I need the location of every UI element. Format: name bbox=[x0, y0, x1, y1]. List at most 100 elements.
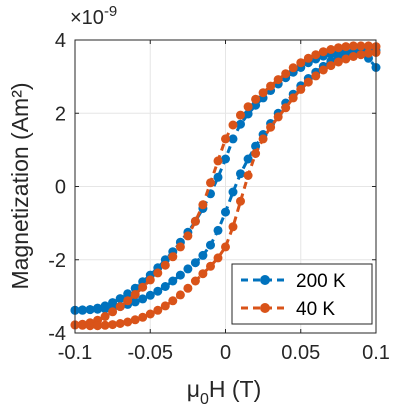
data-point-40k bbox=[258, 88, 268, 98]
exponent-power: -9 bbox=[104, 3, 117, 20]
data-point-40k bbox=[266, 81, 276, 91]
data-point-200k bbox=[236, 119, 245, 129]
data-point-200k bbox=[153, 286, 163, 296]
data-point-40k bbox=[175, 290, 185, 300]
data-point-40k bbox=[206, 261, 215, 271]
data-point-40k bbox=[198, 200, 208, 210]
data-point-40k bbox=[364, 41, 373, 51]
data-point-40k bbox=[348, 41, 358, 51]
data-point-40k bbox=[311, 50, 321, 60]
data-point-40k bbox=[123, 317, 133, 327]
exponent-label: ×10-9 bbox=[70, 3, 117, 29]
data-point-200k bbox=[93, 304, 103, 314]
data-point-40k bbox=[213, 253, 223, 263]
data-point-40k bbox=[145, 275, 155, 285]
data-point-40k bbox=[138, 312, 148, 322]
data-point-40k bbox=[100, 320, 110, 330]
data-point-40k bbox=[93, 321, 103, 331]
legend-marker-200k bbox=[260, 275, 270, 285]
y-tick-label: -2 bbox=[48, 250, 66, 272]
data-point-40k bbox=[341, 54, 351, 64]
data-point-200k bbox=[123, 289, 133, 299]
data-point-200k bbox=[190, 258, 200, 268]
data-point-40k bbox=[168, 296, 178, 306]
data-point-40k bbox=[115, 319, 125, 328]
data-point-40k bbox=[288, 93, 298, 103]
data-point-200k bbox=[221, 207, 230, 217]
data-point-40k bbox=[296, 84, 306, 94]
data-point-40k bbox=[243, 171, 253, 180]
data-point-40k bbox=[228, 120, 238, 130]
data-point-40k bbox=[123, 296, 133, 306]
data-point-40k bbox=[333, 57, 343, 67]
series-40k bbox=[70, 41, 381, 331]
data-point-40k bbox=[221, 242, 230, 252]
data-point-40k bbox=[273, 112, 283, 122]
data-point-40k bbox=[348, 52, 358, 61]
data-point-40k bbox=[303, 77, 313, 87]
data-point-40k bbox=[303, 53, 313, 63]
legend-marker-40k bbox=[260, 303, 270, 313]
data-point-40k bbox=[100, 312, 110, 321]
data-point-200k bbox=[78, 305, 87, 315]
data-point-40k bbox=[281, 103, 291, 113]
data-point-40k bbox=[145, 309, 155, 319]
data-point-40k bbox=[243, 102, 253, 112]
data-point-40k bbox=[168, 252, 178, 262]
data-point-40k bbox=[318, 65, 328, 75]
data-point-40k bbox=[78, 320, 87, 330]
data-point-200k bbox=[206, 240, 215, 250]
legend-box bbox=[231, 263, 373, 325]
data-point-40k bbox=[108, 307, 118, 317]
data-point-40k bbox=[236, 196, 245, 206]
y-tick-label: 2 bbox=[55, 103, 66, 125]
data-point-40k bbox=[266, 122, 276, 132]
data-point-200k bbox=[228, 187, 238, 197]
data-point-200k bbox=[100, 304, 110, 314]
data-point-200k bbox=[243, 109, 253, 119]
data-point-40k bbox=[273, 75, 283, 85]
x-tick-label: 0.05 bbox=[281, 342, 320, 364]
data-point-200k bbox=[228, 134, 238, 144]
data-point-200k bbox=[160, 282, 170, 291]
data-point-40k bbox=[108, 320, 118, 330]
legend: 200 K 40 K bbox=[231, 263, 373, 325]
data-point-40k bbox=[251, 149, 261, 158]
x-tick-label: 0.1 bbox=[362, 342, 390, 364]
x-tick-label: 0 bbox=[220, 342, 231, 364]
y-tick-label: 4 bbox=[55, 30, 66, 52]
data-point-40k bbox=[130, 290, 140, 299]
data-point-200k bbox=[243, 154, 253, 164]
data-point-40k bbox=[160, 260, 170, 270]
data-point-200k bbox=[213, 225, 223, 235]
data-point-40k bbox=[341, 42, 351, 52]
data-point-40k bbox=[356, 41, 366, 51]
data-point-40k bbox=[115, 302, 125, 312]
data-point-40k bbox=[311, 71, 321, 81]
data-point-200k bbox=[145, 290, 155, 300]
data-point-40k bbox=[130, 315, 140, 325]
data-point-200k bbox=[213, 172, 223, 182]
data-point-200k bbox=[85, 305, 95, 315]
data-point-40k bbox=[258, 134, 268, 144]
data-point-40k bbox=[175, 242, 185, 252]
data-point-40k bbox=[364, 48, 373, 58]
data-point-40k bbox=[281, 69, 291, 79]
data-point-40k bbox=[138, 282, 148, 292]
data-point-40k bbox=[206, 178, 215, 188]
legend-label-200k: 200 K bbox=[296, 271, 346, 292]
axis-ticks: -0.1 -0.05 0 0.05 0.1 -4 -2 0 2 4 bbox=[48, 30, 390, 364]
data-point-40k bbox=[198, 269, 208, 279]
data-point-40k bbox=[333, 43, 343, 53]
data-point-40k bbox=[236, 110, 245, 120]
y-axis-label: Magnetization (Am²) bbox=[7, 82, 33, 289]
x-tick-label: -0.05 bbox=[127, 342, 173, 364]
data-point-200k bbox=[168, 276, 178, 286]
data-point-40k bbox=[153, 268, 163, 278]
data-point-200k bbox=[221, 154, 230, 164]
data-point-200k bbox=[236, 169, 245, 179]
x-axis-label: μ0H (T) bbox=[187, 376, 262, 408]
data-point-200k bbox=[183, 264, 193, 274]
data-point-40k bbox=[296, 58, 306, 68]
data-point-40k bbox=[183, 283, 193, 293]
